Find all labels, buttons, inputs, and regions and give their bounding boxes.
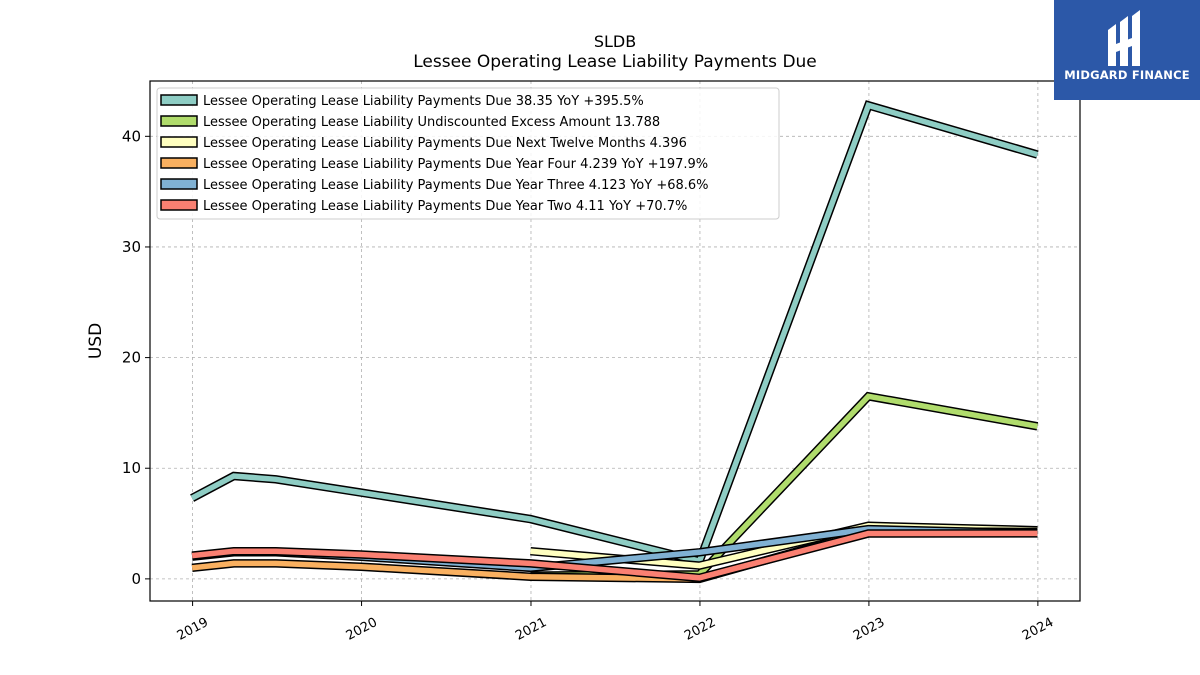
legend-swatch (160, 115, 198, 127)
y-tick-label: 10 (122, 459, 141, 477)
chart-title-ticker: SLDB (593, 32, 637, 51)
legend-label: Lessee Operating Lease Liability Payment… (203, 199, 687, 214)
series-line-core (190, 101, 1039, 565)
series-lines (190, 100, 1039, 584)
legend-label: Lessee Operating Lease Liability Undisco… (203, 115, 660, 130)
legend: Lessee Operating Lease Liability Payment… (156, 87, 780, 220)
legend-label: Lessee Operating Lease Liability Payment… (203, 178, 709, 193)
series-line (190, 100, 1039, 567)
y-tick-label: 20 (122, 349, 141, 367)
legend-swatch (160, 157, 198, 169)
legend-swatch (160, 136, 198, 148)
legend-label: Lessee Operating Lease Liability Payment… (203, 157, 708, 172)
y-tick-label: 0 (131, 570, 141, 588)
legend-swatch (160, 178, 198, 190)
plot-frame (149, 80, 1081, 602)
brand-name: MIDGARD FINANCE (1064, 68, 1190, 82)
x-tick-label: 2023 (851, 615, 887, 644)
midgard-logo-icon (1108, 10, 1140, 66)
series-line-core (191, 530, 1038, 581)
y-tick-label: 40 (122, 127, 141, 145)
x-tick-label: 2020 (344, 615, 380, 644)
legend-swatch (160, 199, 198, 211)
x-tick-label: 2019 (175, 615, 211, 644)
y-axis-label: USD (86, 323, 106, 359)
y-tick-label: 30 (122, 238, 141, 256)
chart-title: Lessee Operating Lease Liability Payment… (413, 52, 817, 72)
x-tick-label: 2022 (682, 615, 718, 644)
series-line (191, 529, 1038, 583)
x-tick-label: 2021 (513, 615, 549, 644)
legend-label: Lessee Operating Lease Liability Payment… (203, 136, 687, 151)
legend-swatch (160, 94, 198, 106)
brand-logo: MIDGARD FINANCE (1054, 0, 1200, 100)
legend-label: Lessee Operating Lease Liability Payment… (203, 94, 644, 109)
x-tick-label: 2024 (1020, 615, 1056, 644)
legend-box (156, 87, 780, 220)
